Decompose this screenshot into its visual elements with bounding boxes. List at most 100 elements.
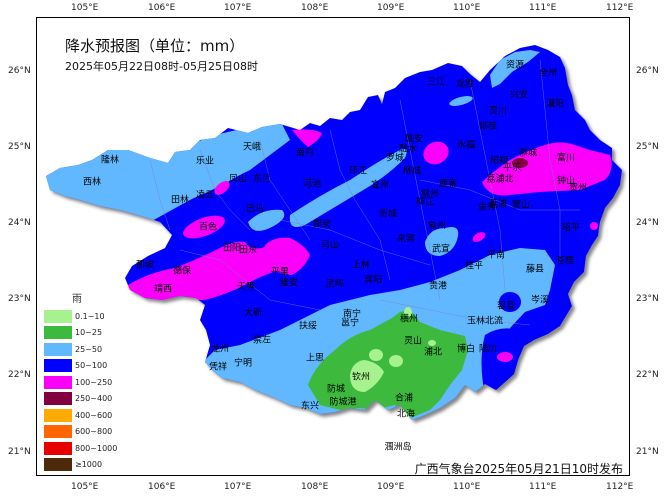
city-label: 隆林 xyxy=(100,155,120,166)
x-tick-label: 112°E xyxy=(606,3,634,13)
legend-label: 25~50 xyxy=(75,344,103,354)
y-tick-label: 25°N xyxy=(8,142,31,152)
legend-item: ≥1000 xyxy=(44,457,117,474)
y-tick-label: 21°N xyxy=(636,447,659,457)
city-label: 柳江 xyxy=(415,197,435,208)
city-label: 东兴 xyxy=(300,401,320,412)
legend-swatch xyxy=(44,375,72,389)
y-tick-label: 21°N xyxy=(8,447,31,457)
legend-item: 0.1~10 xyxy=(44,308,117,325)
x-tick-label: 107°E xyxy=(224,3,252,13)
city-label: 隆安 xyxy=(279,278,299,289)
city-label: 岑溪 xyxy=(530,295,550,306)
city-label: 柳州 xyxy=(420,189,440,200)
legend-swatch xyxy=(44,326,72,340)
city-label: 桂平 xyxy=(464,261,484,272)
x-tick-label: 109°E xyxy=(377,482,405,492)
city-label: 荔浦 xyxy=(488,199,508,210)
map-subtitle: 2025年05月22日08时-05月25日08时 xyxy=(65,60,258,73)
city-label: 北流 xyxy=(484,316,504,327)
x-tick-label: 111°E xyxy=(529,482,557,492)
city-label: 上思 xyxy=(305,353,325,364)
legend-label: 800~1000 xyxy=(75,443,118,453)
legend: 雨 0.1~10 10~25 25~50 50~100 100~250 250~400 40… xyxy=(44,290,117,473)
legend-item: 10~25 xyxy=(44,325,117,342)
legend-label: ≥1000 xyxy=(75,460,103,470)
legend-label: 10~25 xyxy=(75,328,103,338)
y-tick-label: 26°N xyxy=(8,66,31,76)
y-tick-label: 22°N xyxy=(8,370,31,380)
city-label: 灌阳 xyxy=(545,99,565,110)
city-label: 永福 xyxy=(456,140,476,151)
city-label: 百色 xyxy=(198,222,218,233)
city-label: 巴马 xyxy=(245,204,265,215)
x-tick-label: 110°E xyxy=(453,482,481,492)
city-label: 荔浦北 xyxy=(486,174,514,185)
legend-label: 400~600 xyxy=(75,410,113,420)
legend-swatch xyxy=(44,309,72,323)
city-label: 防城 xyxy=(326,384,346,395)
city-label: 邕宁 xyxy=(340,318,360,329)
city-label: 贺州 xyxy=(568,183,588,194)
city-label: 天峨 xyxy=(242,142,262,153)
city-label: 武鸣 xyxy=(325,279,345,290)
city-label: 鹿寨 xyxy=(438,179,458,190)
legend-item: 250~400 xyxy=(44,391,117,408)
city-label: 扶绥 xyxy=(298,321,318,332)
city-label: 资源 xyxy=(505,60,525,71)
x-tick-label: 110°E xyxy=(453,3,481,13)
city-label: 田林 xyxy=(170,195,190,206)
city-label: 博白 xyxy=(456,344,476,355)
y-tick-label: 24°N xyxy=(8,218,31,228)
city-label: 德保 xyxy=(172,266,192,277)
x-tick-label: 106°E xyxy=(148,482,176,492)
city-label: 凌云 xyxy=(195,190,215,201)
city-label: 恭城 xyxy=(518,148,538,159)
legend-item: 600~800 xyxy=(44,424,117,441)
city-label: 田阳 xyxy=(222,243,242,254)
legend-label: 250~400 xyxy=(75,394,113,404)
city-label: 平果 xyxy=(270,267,290,278)
x-tick-label: 106°E xyxy=(148,3,176,13)
city-label: 马山 xyxy=(320,240,340,251)
city-label: 来宾 xyxy=(396,234,416,245)
city-label: 凤山 xyxy=(228,174,248,185)
city-label: 武宣 xyxy=(431,244,451,255)
legend-item: 50~100 xyxy=(44,358,117,375)
city-label: 浦北 xyxy=(423,347,443,358)
city-label: 三江 xyxy=(426,77,446,88)
y-tick-label: 23°N xyxy=(8,294,31,304)
legend-swatch xyxy=(44,441,72,455)
legend-label: 50~100 xyxy=(75,361,108,371)
city-label: 上林 xyxy=(351,260,371,271)
city-label: 容县 xyxy=(496,301,516,312)
legend-label: 100~250 xyxy=(75,377,113,387)
legend-swatch xyxy=(44,458,72,472)
city-label: 田东 xyxy=(238,245,258,256)
city-label: 金秀 xyxy=(477,202,497,213)
city-label: 南宁 xyxy=(342,309,362,320)
x-tick-label: 111°E xyxy=(529,3,557,13)
city-label: 平南 xyxy=(486,250,506,261)
city-label: 西林 xyxy=(82,177,102,188)
city-label: 东兰 xyxy=(252,174,272,185)
city-label: 南丹 xyxy=(295,148,315,159)
city-label: 兴安 xyxy=(509,90,529,101)
city-label: 环江 xyxy=(348,166,368,177)
city-label: 宁明 xyxy=(233,358,253,369)
city-label: 钟山 xyxy=(556,176,576,187)
city-label: 龙胜 xyxy=(455,79,475,90)
publisher-note: 广西气象台2025年05月21日10时发布 xyxy=(414,462,623,476)
city-label: 横州 xyxy=(399,314,419,325)
city-label: 都安 xyxy=(312,219,332,230)
city-label: 平乐 xyxy=(502,163,522,174)
city-label: 融水 xyxy=(398,144,418,155)
x-tick-label: 108°E xyxy=(301,3,329,13)
map-title: 降水预报图（单位：mm） xyxy=(65,37,245,55)
city-label: 全州 xyxy=(538,68,558,79)
y-tick-label: 22°N xyxy=(636,370,659,380)
city-label: 罗城 xyxy=(385,153,405,164)
legend-label: 600~800 xyxy=(75,427,113,437)
legend-swatch xyxy=(44,342,72,356)
city-label: 凭祥 xyxy=(208,362,228,373)
